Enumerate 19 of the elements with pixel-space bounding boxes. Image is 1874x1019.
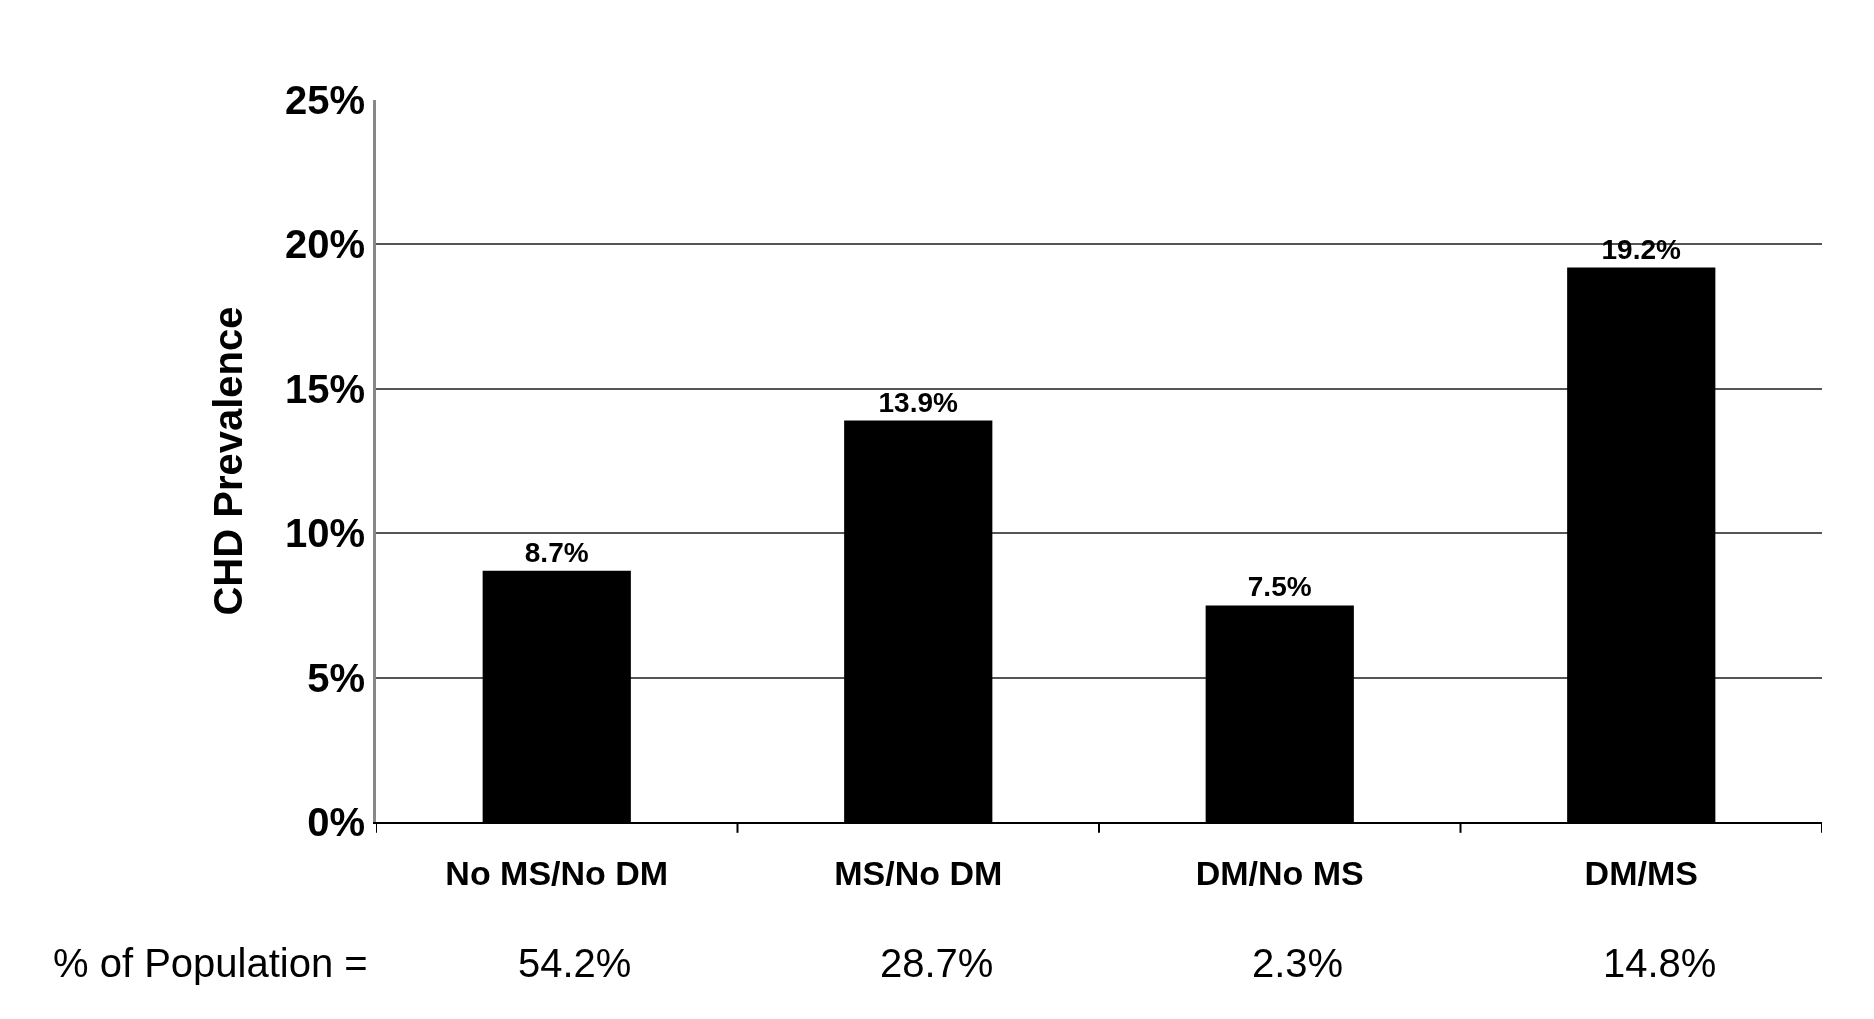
y-tick-label: 25%	[284, 78, 365, 122]
text: 14.8%	[1603, 941, 1717, 985]
x-tick-label: DM/MS	[1584, 853, 1698, 892]
x-tick-label: DM/No MS	[1195, 853, 1364, 892]
data-label: 13.9%	[878, 386, 958, 418]
x-tick-label: MS/No DM	[834, 853, 1003, 892]
text: 2.3%	[1252, 941, 1344, 985]
text: 54.2%	[518, 941, 632, 985]
y-tick-label: 20%	[284, 222, 365, 267]
y-axis-title: CHD Prevalence	[206, 306, 251, 616]
y-tick-label: 10%	[284, 511, 365, 556]
y-tick-label: 5%	[307, 655, 365, 700]
text: % of Population =	[53, 941, 368, 985]
x-tick-label: No MS/No DM	[445, 853, 669, 892]
y-tick-label: 15%	[284, 366, 365, 411]
text: 28.7%	[880, 941, 994, 985]
data-label: 7.5%	[1247, 571, 1312, 603]
data-label: 8.7%	[524, 536, 589, 568]
y-tick-label: 0%	[307, 800, 365, 844]
